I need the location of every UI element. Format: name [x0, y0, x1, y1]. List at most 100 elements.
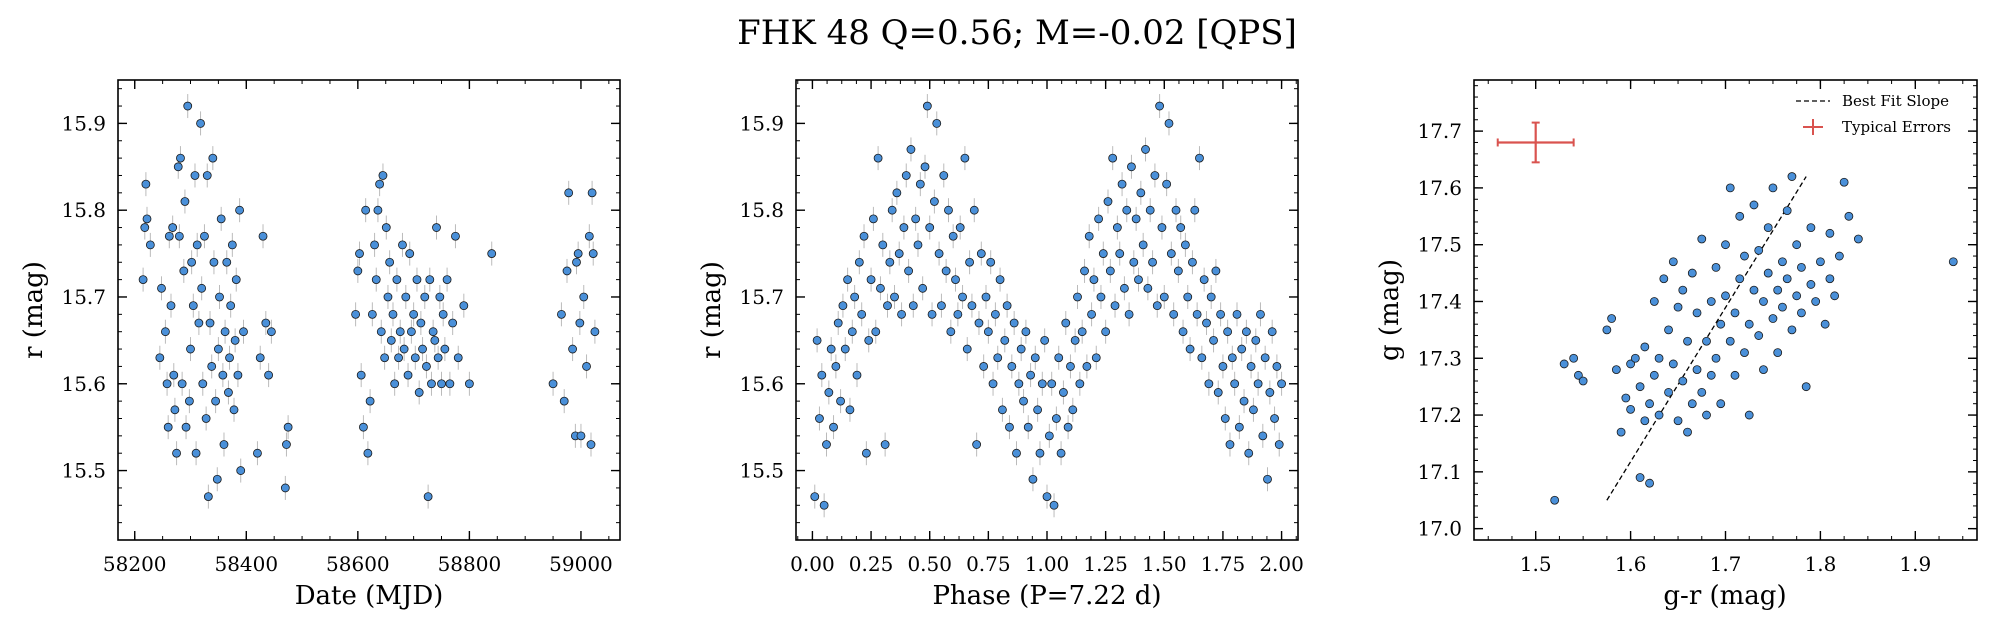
- data-point: [383, 292, 393, 302]
- data-point: [1094, 214, 1104, 224]
- data-point: [353, 266, 363, 276]
- data-point: [266, 327, 276, 337]
- data-point: [1117, 179, 1127, 189]
- data-point: [174, 231, 184, 241]
- data-point: [1820, 319, 1830, 329]
- data-point: [1834, 251, 1844, 261]
- lightcurve-date-panel: 58200 58400 58600 58800 59000 15.5 15.6 15.7 15.…: [19, 79, 621, 611]
- data-point: [998, 405, 1007, 415]
- data-point: [584, 231, 594, 241]
- y-tick-label: 17.3: [1417, 346, 1462, 370]
- data-point: [216, 214, 226, 224]
- data-point: [420, 292, 430, 302]
- data-point: [1169, 309, 1179, 319]
- data-point: [918, 283, 928, 293]
- data-point: [869, 214, 878, 224]
- data-point: [927, 309, 937, 319]
- data-point: [1730, 308, 1740, 318]
- data-point: [425, 275, 435, 285]
- data-point: [1173, 266, 1183, 276]
- data-point: [1246, 362, 1256, 371]
- data-point: [405, 249, 415, 258]
- data-point: [831, 362, 841, 371]
- data-point: [1091, 353, 1101, 363]
- data-point: [588, 249, 598, 258]
- data-point: [376, 327, 386, 337]
- data-point: [356, 370, 366, 380]
- data-point: [371, 275, 381, 285]
- data-point: [1649, 370, 1659, 380]
- data-point: [1115, 249, 1125, 258]
- data-point: [255, 353, 265, 363]
- data-point: [239, 327, 248, 337]
- data-point: [1103, 197, 1113, 206]
- data-point: [941, 266, 951, 276]
- x-axis-label: Date (MJD): [295, 581, 444, 611]
- data-point: [388, 309, 398, 319]
- data-point: [190, 171, 200, 180]
- data-point: [908, 301, 918, 311]
- data-point: [416, 318, 426, 328]
- y-tick-label: 15.9: [739, 111, 784, 135]
- x-tick-label: 0.75: [966, 552, 1011, 576]
- data-point: [1274, 440, 1284, 449]
- data-point: [1152, 301, 1162, 311]
- data-point: [915, 179, 925, 189]
- data-point: [406, 327, 416, 337]
- data-point: [1044, 431, 1054, 441]
- data-point: [1033, 405, 1043, 415]
- data-point: [218, 370, 228, 380]
- x-tick-label: 2.00: [1259, 552, 1304, 576]
- data-point: [437, 379, 446, 389]
- data-point: [1678, 285, 1688, 295]
- data-point: [979, 362, 989, 371]
- data-point: [873, 153, 883, 163]
- data-point: [1702, 336, 1711, 346]
- data-point: [859, 231, 869, 241]
- data-point: [1061, 318, 1071, 328]
- data-point: [1084, 231, 1094, 241]
- data-point: [162, 379, 172, 389]
- data-point: [1112, 223, 1122, 232]
- data-point: [1797, 308, 1806, 318]
- data-point: [1630, 353, 1640, 363]
- data-point: [351, 309, 361, 319]
- data-point: [203, 492, 213, 502]
- data-point: [1730, 370, 1740, 380]
- data-point: [227, 240, 237, 250]
- data-point: [883, 301, 892, 311]
- tick-labels: 0.00 0.25 0.50 0.75 1.00 1.25 1.50 1.75 2.00 15.5…: [739, 111, 1303, 576]
- data-point: [432, 223, 441, 232]
- data-point: [180, 197, 190, 206]
- data-point: [1258, 431, 1268, 441]
- data-point: [1706, 297, 1716, 306]
- x-tick-label: 1.8: [1804, 552, 1836, 576]
- data-point: [1030, 353, 1040, 363]
- data-point: [962, 344, 972, 354]
- data-point: [231, 275, 241, 285]
- x-tick-label: 0.00: [790, 552, 835, 576]
- data-point: [172, 448, 181, 458]
- data-point: [1948, 257, 1958, 267]
- data-points: [1550, 172, 1958, 505]
- data-point: [857, 309, 867, 319]
- data-point: [1687, 268, 1697, 278]
- data-point: [226, 301, 236, 311]
- data-point: [1569, 353, 1579, 363]
- data-point: [440, 344, 450, 354]
- data-point: [1234, 422, 1244, 432]
- typical-error-bar: [1496, 121, 1575, 164]
- data-point: [1105, 266, 1115, 276]
- data-point: [958, 292, 967, 302]
- data-point: [161, 327, 170, 337]
- data-point: [939, 171, 949, 180]
- data-point: [1145, 205, 1155, 215]
- data-point: [1687, 399, 1697, 409]
- y-tick-label: 17.6: [1417, 176, 1462, 200]
- data-point: [1218, 362, 1228, 371]
- data-point: [1096, 292, 1106, 302]
- data-point: [1792, 240, 1802, 250]
- data-point: [890, 292, 899, 302]
- data-point: [582, 362, 591, 371]
- data-point: [1754, 245, 1764, 255]
